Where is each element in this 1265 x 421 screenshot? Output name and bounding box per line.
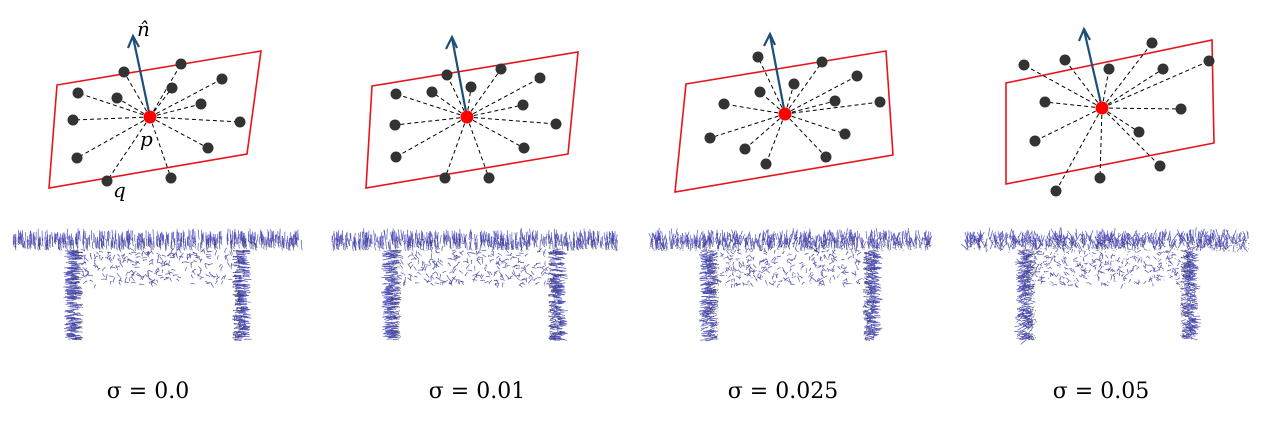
neighborhood-diagram xyxy=(1005,26,1215,197)
neighbor-links xyxy=(72,63,241,182)
center-point xyxy=(460,110,474,124)
neighbor-point-label: q xyxy=(113,178,126,202)
neighbor-links xyxy=(709,56,881,165)
normal-label: n̂ xyxy=(137,17,150,41)
surface-points xyxy=(965,236,1249,341)
tangent-plane xyxy=(48,50,262,189)
tangent-plane xyxy=(365,51,579,189)
neighbor-points xyxy=(67,58,246,187)
neighbor-links xyxy=(1023,42,1210,192)
neighborhood-diagram xyxy=(365,34,579,189)
surface-normals xyxy=(961,227,1249,345)
neighborhood-diagram: n̂ p q xyxy=(48,17,262,202)
panel-sigma-0-01: σ = 0.01 xyxy=(331,34,618,404)
table-point-cloud xyxy=(331,228,618,341)
table-point-cloud xyxy=(961,227,1249,345)
table-point-cloud xyxy=(648,227,933,342)
surface-normals xyxy=(331,228,618,341)
surface-points xyxy=(649,237,932,341)
normal-arrow xyxy=(445,34,469,118)
tangent-plane xyxy=(1005,39,1215,185)
panel-sigma-0-05: σ = 0.05 xyxy=(961,26,1249,404)
neighborhood-diagram xyxy=(674,31,894,193)
panel-sigma-0-025: σ = 0.025 xyxy=(648,31,933,404)
surface-points xyxy=(13,238,303,341)
center-point xyxy=(1095,101,1109,115)
table-point-cloud xyxy=(12,228,303,341)
panel-caption: σ = 0.05 xyxy=(1053,379,1149,404)
panel-caption: σ = 0.025 xyxy=(728,379,838,404)
neighbor-points xyxy=(1018,37,1215,197)
neighbor-points xyxy=(704,51,886,170)
normal-arrow xyxy=(1077,26,1104,109)
normal-arrow xyxy=(126,33,152,118)
panel-sigma-0-0: n̂ p q σ = 0.0 xyxy=(12,17,303,404)
neighbor-points xyxy=(389,63,562,184)
center-point-label: p xyxy=(140,127,153,151)
neighbor-links xyxy=(394,68,557,179)
surface-normals xyxy=(648,227,933,342)
normal-arrow xyxy=(763,31,787,115)
center-point xyxy=(778,107,792,121)
center-point xyxy=(143,110,157,124)
panel-caption: σ = 0.01 xyxy=(429,379,525,404)
panel-caption: σ = 0.0 xyxy=(107,379,189,404)
